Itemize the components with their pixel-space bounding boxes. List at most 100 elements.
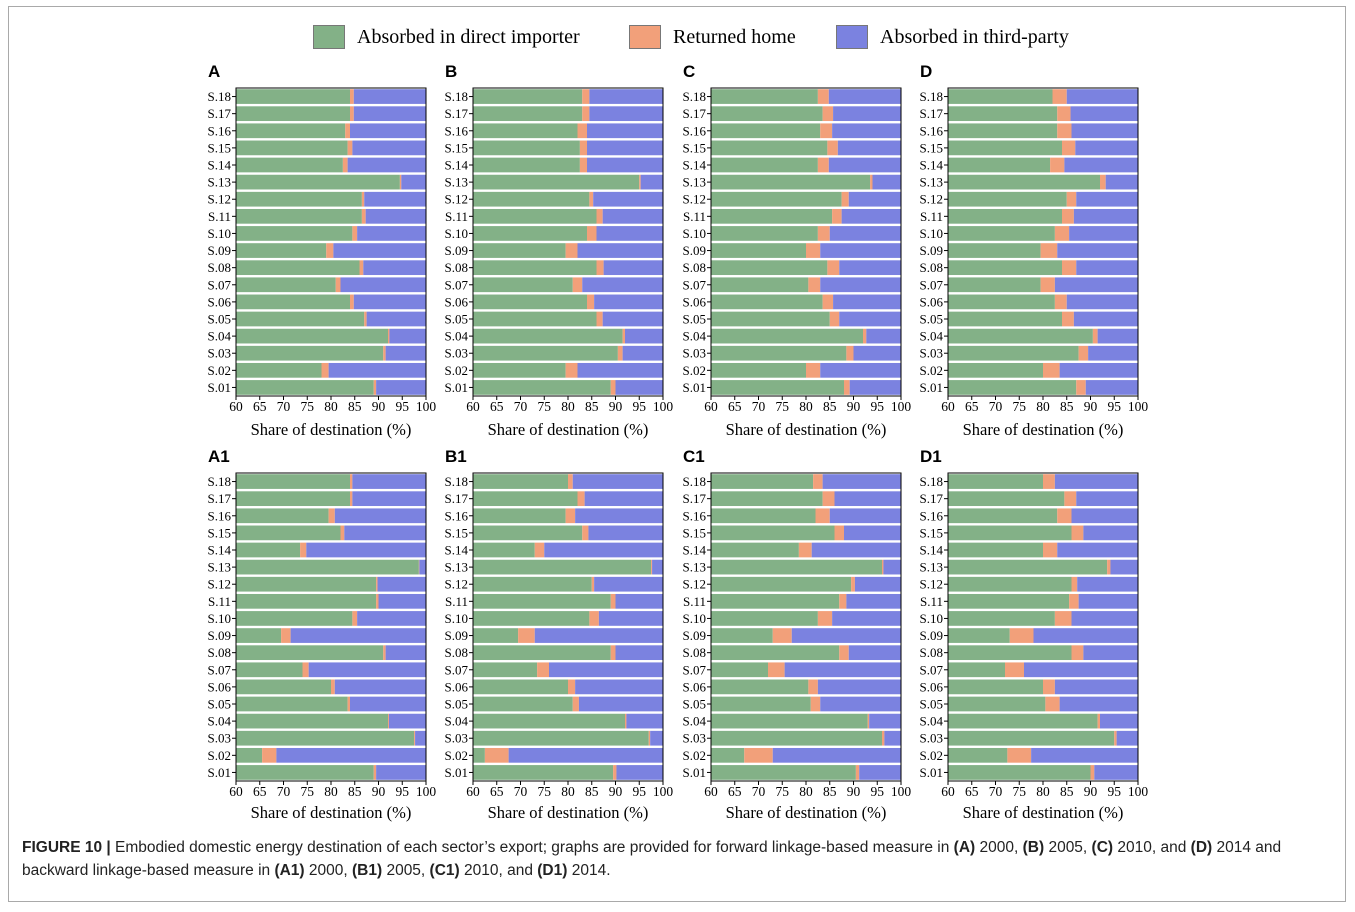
bar-third-party — [1078, 593, 1138, 609]
panel-a: A S.01 S.02 S.03 S.04 S.05 S.06 S.07 S.08 S.09 S.1… — [208, 62, 437, 439]
bar-third-party — [1076, 191, 1138, 207]
y-tick-label: S.18 — [683, 89, 706, 104]
y-tick-label: S.08 — [208, 645, 231, 660]
caption-text: 2005, — [1044, 839, 1092, 856]
bar-direct-importer — [236, 294, 350, 310]
y-tick-label: S.14 — [445, 543, 469, 558]
bar-third-party — [848, 645, 901, 661]
bar-direct-importer — [236, 345, 384, 361]
x-tick-label: 65 — [728, 399, 742, 414]
y-tick-label: S.09 — [208, 243, 231, 258]
x-tick-label: 60 — [229, 399, 243, 414]
bar-third-party — [872, 174, 901, 190]
y-tick-label: S.03 — [208, 346, 231, 361]
bar-third-party — [622, 345, 663, 361]
bar-returned-home — [1062, 260, 1077, 276]
bar-direct-importer — [473, 106, 583, 122]
bar-returned-home — [347, 696, 350, 712]
bar-direct-importer — [711, 593, 840, 609]
bar-returned-home — [1040, 243, 1058, 258]
bar-returned-home — [832, 208, 842, 224]
x-tick-label: 60 — [229, 784, 243, 799]
y-tick-label: S.07 — [208, 662, 232, 677]
bar-third-party — [1083, 525, 1138, 541]
y-tick-label: S.18 — [920, 474, 943, 489]
bar-direct-importer — [948, 328, 1093, 344]
bar-third-party — [772, 747, 901, 763]
bar-third-party — [841, 208, 901, 224]
y-tick-label: S.13 — [683, 560, 706, 575]
panel-letter: C — [683, 62, 695, 81]
bar-third-party — [869, 713, 901, 729]
bar-returned-home — [1050, 157, 1065, 173]
bar-direct-importer — [473, 362, 566, 378]
bar-direct-importer — [711, 628, 773, 643]
bar-returned-home — [383, 645, 386, 661]
bar-third-party — [578, 696, 663, 712]
bar-direct-importer — [236, 380, 374, 395]
bar-returned-home — [262, 747, 277, 763]
caption-text: 2005, — [382, 862, 430, 879]
y-tick-label: S.07 — [208, 277, 232, 292]
bar-direct-importer — [948, 576, 1072, 592]
bar-direct-importer — [711, 89, 818, 104]
bar-direct-importer — [711, 730, 882, 746]
bar-third-party — [544, 542, 663, 558]
bar-direct-importer — [473, 328, 623, 344]
bar-direct-importer — [948, 208, 1062, 224]
bar-direct-importer — [711, 362, 806, 378]
x-tick-label: 75 — [1013, 399, 1027, 414]
bar-third-party — [853, 345, 901, 361]
bar-direct-importer — [948, 174, 1100, 190]
y-tick-label: S.14 — [683, 158, 707, 173]
bar-third-party — [884, 730, 901, 746]
y-tick-label: S.14 — [445, 158, 469, 173]
x-tick-label: 80 — [1036, 784, 1050, 799]
y-tick-label: S.02 — [920, 748, 943, 763]
bar-third-party — [1100, 713, 1138, 729]
y-tick-label: S.12 — [208, 192, 231, 207]
bar-direct-importer — [711, 311, 830, 327]
bar-third-party — [401, 174, 426, 190]
bar-third-party — [589, 89, 663, 104]
x-tick-label: 60 — [466, 399, 480, 414]
bar-third-party — [603, 260, 663, 276]
bar-returned-home — [1076, 380, 1086, 395]
bar-third-party — [549, 662, 663, 678]
y-tick-label: S.07 — [920, 662, 944, 677]
x-tick-label: 80 — [1036, 399, 1050, 414]
bar-direct-importer — [948, 508, 1058, 524]
bar-direct-importer — [948, 713, 1098, 729]
bar-direct-importer — [473, 345, 618, 361]
bar-direct-importer — [236, 140, 348, 156]
bar-direct-importer — [236, 747, 263, 763]
bar-returned-home — [815, 508, 830, 524]
bar-returned-home — [1007, 747, 1032, 763]
x-axis-label: Share of destination (%) — [251, 420, 412, 439]
bar-direct-importer — [473, 747, 485, 763]
bar-returned-home — [534, 542, 545, 558]
x-tick-label: 65 — [965, 784, 979, 799]
bar-direct-importer — [473, 628, 519, 643]
x-tick-label: 95 — [871, 784, 885, 799]
y-tick-label: S.11 — [683, 594, 706, 609]
figure-frame — [8, 6, 1346, 902]
x-tick-label: 80 — [799, 399, 813, 414]
bar-third-party — [1088, 345, 1138, 361]
bar-returned-home — [1043, 362, 1060, 378]
bar-direct-importer — [948, 747, 1008, 763]
bar-direct-importer — [948, 679, 1043, 695]
bar-direct-importer — [473, 696, 573, 712]
bar-direct-importer — [711, 277, 809, 293]
bar-returned-home — [373, 765, 377, 780]
bar-returned-home — [1005, 662, 1024, 678]
bar-third-party — [839, 311, 901, 327]
bar-returned-home — [808, 679, 818, 695]
bar-direct-importer — [236, 277, 336, 293]
y-tick-label: S.04 — [920, 329, 944, 344]
bar-direct-importer — [711, 474, 814, 489]
bar-returned-home — [352, 611, 358, 626]
bar-returned-home — [822, 106, 834, 122]
y-tick-label: S.13 — [920, 175, 943, 190]
bar-third-party — [352, 474, 426, 489]
